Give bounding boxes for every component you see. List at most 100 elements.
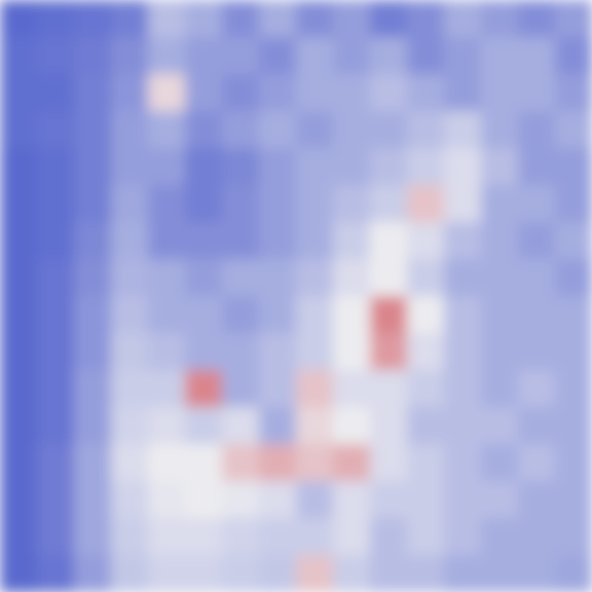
cell bbox=[444, 296, 482, 334]
cell bbox=[333, 518, 371, 556]
cell bbox=[111, 444, 149, 482]
cell bbox=[0, 37, 38, 75]
cell bbox=[259, 444, 297, 482]
cell bbox=[518, 148, 556, 186]
cell bbox=[296, 259, 334, 297]
cell bbox=[444, 259, 482, 297]
cell bbox=[259, 481, 297, 519]
cell bbox=[481, 111, 519, 149]
cell bbox=[148, 111, 186, 149]
cell bbox=[185, 148, 223, 186]
cells bbox=[0, 0, 592, 592]
cell bbox=[74, 296, 112, 334]
cell bbox=[111, 0, 149, 38]
cell bbox=[111, 333, 149, 371]
cell bbox=[185, 481, 223, 519]
cell bbox=[148, 333, 186, 371]
cell bbox=[111, 370, 149, 408]
cell bbox=[481, 37, 519, 75]
cell bbox=[296, 296, 334, 334]
cell bbox=[259, 111, 297, 149]
cell bbox=[518, 37, 556, 75]
cell bbox=[555, 518, 592, 556]
cell bbox=[185, 74, 223, 112]
cell bbox=[333, 333, 371, 371]
cell bbox=[518, 518, 556, 556]
cell bbox=[185, 0, 223, 38]
cell bbox=[296, 370, 334, 408]
cell bbox=[259, 555, 297, 592]
cell bbox=[74, 0, 112, 38]
cell bbox=[185, 444, 223, 482]
cell bbox=[518, 185, 556, 223]
cell bbox=[481, 74, 519, 112]
cell bbox=[481, 481, 519, 519]
cell bbox=[111, 407, 149, 445]
cell bbox=[0, 481, 38, 519]
cell bbox=[222, 0, 260, 38]
cell bbox=[74, 518, 112, 556]
cell bbox=[444, 370, 482, 408]
cell bbox=[37, 185, 75, 223]
cell bbox=[74, 370, 112, 408]
cell bbox=[74, 111, 112, 149]
cell bbox=[111, 222, 149, 260]
cell bbox=[333, 148, 371, 186]
cell bbox=[74, 555, 112, 592]
cell bbox=[74, 444, 112, 482]
cell bbox=[296, 111, 334, 149]
cell bbox=[0, 259, 38, 297]
cell bbox=[407, 296, 445, 334]
cell bbox=[222, 555, 260, 592]
cell bbox=[370, 444, 408, 482]
cell bbox=[444, 555, 482, 592]
cell bbox=[333, 481, 371, 519]
cell bbox=[185, 370, 223, 408]
cell bbox=[148, 370, 186, 408]
cell bbox=[222, 518, 260, 556]
cell bbox=[185, 407, 223, 445]
cell bbox=[185, 333, 223, 371]
cell bbox=[259, 259, 297, 297]
cell bbox=[370, 222, 408, 260]
cell bbox=[333, 407, 371, 445]
cell bbox=[259, 333, 297, 371]
cell bbox=[555, 444, 592, 482]
field-plot bbox=[0, 0, 592, 592]
cell bbox=[222, 333, 260, 371]
cell bbox=[444, 444, 482, 482]
cell bbox=[185, 518, 223, 556]
cell bbox=[37, 518, 75, 556]
cell bbox=[148, 407, 186, 445]
cell bbox=[370, 37, 408, 75]
cell bbox=[407, 185, 445, 223]
cell bbox=[37, 259, 75, 297]
cell bbox=[148, 259, 186, 297]
cell bbox=[333, 74, 371, 112]
cell bbox=[222, 407, 260, 445]
cell bbox=[111, 259, 149, 297]
cell bbox=[370, 148, 408, 186]
cell bbox=[555, 555, 592, 592]
cell bbox=[296, 148, 334, 186]
cell bbox=[407, 370, 445, 408]
cell bbox=[0, 0, 38, 38]
cell bbox=[296, 518, 334, 556]
cell bbox=[185, 555, 223, 592]
cell bbox=[259, 148, 297, 186]
cell bbox=[0, 111, 38, 149]
cell bbox=[222, 148, 260, 186]
cell bbox=[148, 0, 186, 38]
cell bbox=[555, 407, 592, 445]
cell bbox=[518, 259, 556, 297]
cell bbox=[111, 74, 149, 112]
cell bbox=[555, 370, 592, 408]
cell bbox=[481, 185, 519, 223]
cell bbox=[74, 37, 112, 75]
cell bbox=[481, 555, 519, 592]
cell bbox=[148, 444, 186, 482]
cell bbox=[185, 259, 223, 297]
cell bbox=[370, 555, 408, 592]
cell bbox=[185, 185, 223, 223]
cell bbox=[74, 407, 112, 445]
